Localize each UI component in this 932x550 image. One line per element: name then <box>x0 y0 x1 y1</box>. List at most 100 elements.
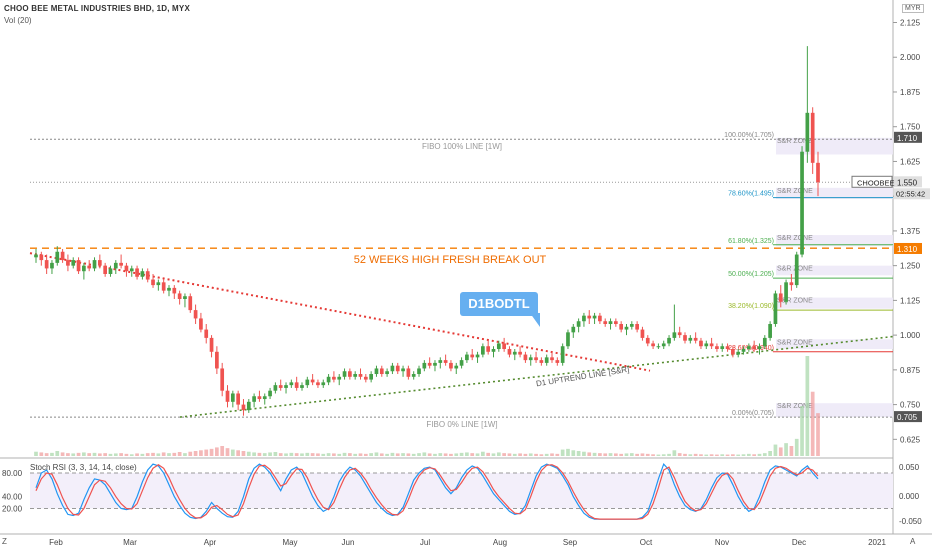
candle-body <box>741 349 746 352</box>
candle-body <box>645 337 650 344</box>
volume-bar <box>209 448 214 456</box>
sr-zone <box>776 297 893 309</box>
volume-bar <box>50 452 54 456</box>
volume-bar <box>449 453 453 456</box>
candle-body <box>555 360 560 363</box>
price-tick-label: 1.125 <box>900 296 921 305</box>
candle-body <box>640 329 645 338</box>
volume-bar <box>619 453 624 456</box>
currency-badge[interactable]: MYR <box>902 4 924 13</box>
volume-bar <box>193 451 198 456</box>
volume-bar <box>369 453 373 456</box>
volume-bar <box>496 452 501 456</box>
candle-body <box>108 268 113 274</box>
candle-body <box>241 404 246 411</box>
volume-bar <box>60 452 65 456</box>
stoch-d-line <box>35 463 819 520</box>
price-tick-label: 1.250 <box>900 262 921 271</box>
timezone-button[interactable]: Z <box>2 537 7 546</box>
volume-bar <box>715 454 719 456</box>
price-tick-label: 0.750 <box>900 401 921 410</box>
volume-bar <box>539 454 544 456</box>
price-tick-label: 2.125 <box>900 19 921 28</box>
volume-bar <box>385 453 389 456</box>
candle-body <box>124 265 129 272</box>
volume-bar <box>417 453 421 456</box>
candle-body <box>167 287 171 291</box>
volume-bar <box>725 454 730 456</box>
candle-body <box>656 346 661 348</box>
volume-bar <box>624 453 629 456</box>
fib-level-label: 100.00%(1.705) <box>724 132 774 139</box>
candle-body <box>571 326 576 333</box>
candle-body <box>236 393 240 405</box>
price-tag-current-bg <box>894 176 922 188</box>
fib-level-label: 78.60%(1.495) <box>728 191 774 198</box>
price-tick-label: 1.625 <box>900 157 921 166</box>
candle-body <box>422 362 427 369</box>
candle-body <box>816 162 820 183</box>
candle-body <box>97 260 102 266</box>
candle-body <box>193 310 198 319</box>
stoch-right-tick: 0.000 <box>899 492 920 501</box>
candle-body <box>629 324 634 327</box>
candle-body <box>539 360 544 363</box>
volume-bar <box>534 453 538 456</box>
volume-bar <box>629 453 634 456</box>
candle-body <box>496 343 501 350</box>
candle-body <box>699 340 703 347</box>
time-tick-label: Oct <box>640 538 653 547</box>
candle-body <box>784 282 788 302</box>
volume-bar <box>768 451 772 456</box>
volume-bar <box>731 454 735 456</box>
symbol-tag-bg <box>851 175 893 188</box>
sr-zone <box>776 265 893 276</box>
fibo-100-annotation: FIBO 100% LINE [1W] <box>422 142 502 151</box>
candle-body <box>390 365 395 372</box>
candle-body <box>427 362 432 366</box>
candle-body <box>316 382 320 386</box>
volume-bar <box>672 450 677 456</box>
price-tag-1710-bg <box>894 131 922 143</box>
candle-body <box>188 296 193 311</box>
volume-bar <box>475 453 480 456</box>
price-tag-0705: 0.705 <box>897 413 918 422</box>
volume-bar <box>300 453 304 456</box>
volume-bar <box>810 391 815 456</box>
breakout-annotation: 52 WEEKS HIGH FRESH BREAK OUT <box>354 254 547 266</box>
volume-bar <box>44 453 49 456</box>
time-tick-label: Apr <box>204 538 217 547</box>
candle-body <box>608 321 613 325</box>
volume-bar <box>273 452 278 456</box>
candle-body <box>693 337 698 341</box>
time-tick-label: May <box>282 538 297 547</box>
candle-body <box>528 357 533 361</box>
volume-bar <box>374 452 379 456</box>
candle-body <box>294 382 299 388</box>
candle-body <box>161 282 166 291</box>
volume-bar <box>252 452 256 456</box>
candle-body <box>246 401 251 411</box>
candle-body <box>140 271 145 277</box>
volume-bar <box>103 453 108 456</box>
sr-zone-label: S&R ZONE <box>777 138 813 145</box>
candle-body <box>76 260 81 272</box>
volume-bar <box>411 453 416 456</box>
auto-scale-button[interactable]: A <box>910 537 916 546</box>
candle-body <box>598 315 602 322</box>
fibo-0-annotation: FIBO 0% LINE [1W] <box>426 420 497 429</box>
sr-zone-label: S&R ZONE <box>777 339 813 346</box>
candle-body <box>672 332 677 338</box>
candle-body <box>582 315 586 322</box>
volume-bar <box>465 452 469 456</box>
volume-bar <box>470 453 475 456</box>
volume-bar <box>358 453 363 456</box>
price-tick-label: 1.750 <box>900 123 921 132</box>
candle-body <box>592 315 597 319</box>
countdown-tag-bg <box>894 188 930 200</box>
volume-bar <box>608 453 613 456</box>
candle-body <box>566 332 570 347</box>
volume-bar <box>443 453 448 456</box>
candle-body <box>353 374 358 377</box>
